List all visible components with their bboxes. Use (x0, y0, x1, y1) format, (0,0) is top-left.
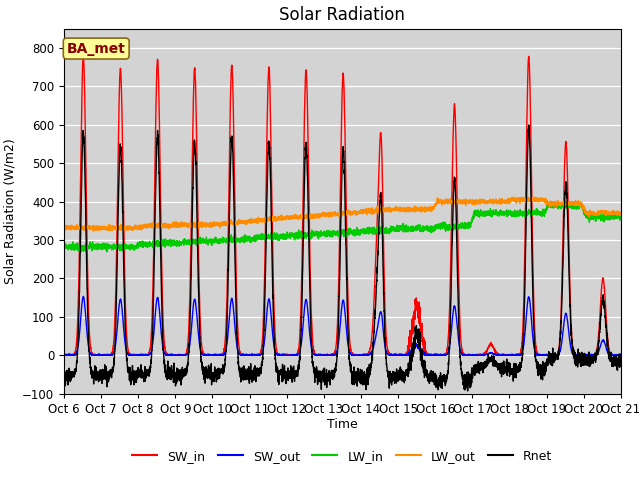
X-axis label: Time: Time (327, 419, 358, 432)
SW_out (161, 349, 168, 355)
SW_out (467, 352, 475, 358)
LW_out (467, 198, 475, 204)
Rnet (525, 122, 532, 128)
LW_out (161, 222, 168, 228)
SW_out (616, 352, 624, 358)
SW_in (436, 352, 444, 358)
LW_out (436, 197, 444, 203)
Y-axis label: Solar Radiation (W/m2): Solar Radiation (W/m2) (4, 138, 17, 284)
Line: LW_out: LW_out (64, 197, 621, 231)
Rnet (464, 388, 472, 394)
LW_out (60, 225, 68, 231)
SW_out (436, 352, 444, 358)
Line: SW_in: SW_in (64, 55, 621, 355)
Rnet (160, 357, 168, 363)
SW_in (499, 352, 507, 358)
LW_in (467, 220, 475, 226)
SW_out (322, 352, 330, 358)
SW_in (616, 352, 624, 358)
LW_in (499, 210, 507, 216)
Legend: SW_in, SW_out, LW_in, LW_out, Rnet: SW_in, SW_out, LW_in, LW_out, Rnet (127, 444, 557, 468)
Rnet (499, 369, 507, 374)
Rnet (322, 378, 330, 384)
Rnet (467, 377, 475, 383)
Text: BA_met: BA_met (67, 42, 125, 56)
SW_out (60, 352, 68, 358)
LW_in (569, 199, 577, 205)
LW_in (161, 241, 168, 247)
SW_out (499, 352, 507, 358)
Rnet (617, 357, 625, 362)
Rnet (436, 379, 444, 384)
LW_out (617, 210, 625, 216)
LW_out (524, 194, 532, 200)
SW_in (322, 352, 330, 358)
LW_out (89, 228, 97, 234)
LW_in (103, 249, 111, 255)
LW_out (616, 212, 624, 218)
Line: LW_in: LW_in (64, 202, 621, 252)
LW_in (617, 215, 625, 221)
SW_in (79, 52, 87, 58)
Rnet (616, 357, 624, 363)
Rnet (60, 373, 68, 379)
SW_in (617, 352, 625, 358)
SW_in (60, 352, 68, 358)
LW_in (60, 244, 68, 250)
Title: Solar Radiation: Solar Radiation (280, 6, 405, 24)
LW_out (322, 212, 330, 217)
SW_in (161, 338, 168, 344)
LW_in (616, 214, 624, 220)
SW_in (467, 352, 475, 358)
LW_out (499, 197, 507, 203)
LW_in (436, 226, 444, 232)
Line: Rnet: Rnet (64, 125, 621, 391)
LW_in (322, 232, 330, 238)
SW_out (79, 293, 87, 299)
SW_out (617, 352, 625, 358)
Line: SW_out: SW_out (64, 296, 621, 355)
